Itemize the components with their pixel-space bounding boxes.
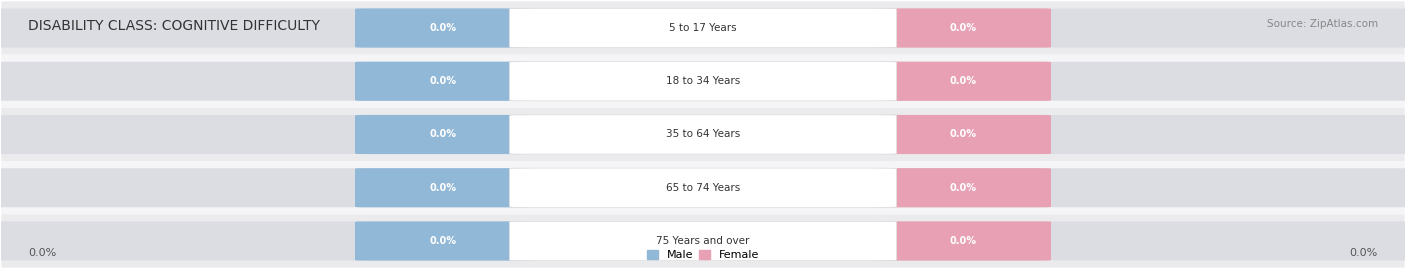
FancyBboxPatch shape	[1, 214, 1405, 268]
Text: 75 Years and over: 75 Years and over	[657, 236, 749, 246]
FancyBboxPatch shape	[875, 115, 1052, 154]
Text: 5 to 17 Years: 5 to 17 Years	[669, 23, 737, 33]
FancyBboxPatch shape	[0, 62, 529, 101]
FancyBboxPatch shape	[0, 115, 529, 154]
FancyBboxPatch shape	[875, 8, 1052, 48]
Text: 0.0%: 0.0%	[1350, 248, 1378, 258]
FancyBboxPatch shape	[354, 168, 531, 207]
Text: 0.0%: 0.0%	[949, 129, 976, 140]
Text: Source: ZipAtlas.com: Source: ZipAtlas.com	[1267, 19, 1378, 29]
Text: 0.0%: 0.0%	[430, 236, 457, 246]
FancyBboxPatch shape	[354, 115, 531, 154]
Text: 0.0%: 0.0%	[430, 183, 457, 193]
FancyBboxPatch shape	[1, 1, 1405, 55]
FancyBboxPatch shape	[354, 62, 531, 101]
FancyBboxPatch shape	[1, 161, 1405, 214]
FancyBboxPatch shape	[875, 221, 1052, 261]
Text: DISABILITY CLASS: COGNITIVE DIFFICULTY: DISABILITY CLASS: COGNITIVE DIFFICULTY	[28, 19, 321, 33]
FancyBboxPatch shape	[877, 115, 1406, 154]
FancyBboxPatch shape	[877, 62, 1406, 101]
FancyBboxPatch shape	[509, 8, 897, 48]
Text: 65 to 74 Years: 65 to 74 Years	[666, 183, 740, 193]
Text: 0.0%: 0.0%	[949, 76, 976, 86]
FancyBboxPatch shape	[1, 108, 1405, 161]
FancyBboxPatch shape	[875, 168, 1052, 207]
Text: 0.0%: 0.0%	[949, 236, 976, 246]
Text: 0.0%: 0.0%	[430, 129, 457, 140]
FancyBboxPatch shape	[1, 55, 1405, 108]
FancyBboxPatch shape	[509, 115, 897, 154]
Text: 0.0%: 0.0%	[949, 183, 976, 193]
FancyBboxPatch shape	[509, 62, 897, 101]
FancyBboxPatch shape	[877, 168, 1406, 207]
Text: 18 to 34 Years: 18 to 34 Years	[666, 76, 740, 86]
FancyBboxPatch shape	[0, 221, 529, 260]
FancyBboxPatch shape	[0, 168, 529, 207]
Text: 0.0%: 0.0%	[949, 23, 976, 33]
FancyBboxPatch shape	[877, 9, 1406, 48]
Text: 35 to 64 Years: 35 to 64 Years	[666, 129, 740, 140]
FancyBboxPatch shape	[0, 9, 529, 48]
Text: 0.0%: 0.0%	[28, 248, 56, 258]
Legend: Male, Female: Male, Female	[643, 246, 763, 265]
FancyBboxPatch shape	[509, 221, 897, 261]
FancyBboxPatch shape	[354, 8, 531, 48]
FancyBboxPatch shape	[354, 221, 531, 261]
Text: 0.0%: 0.0%	[430, 76, 457, 86]
FancyBboxPatch shape	[509, 168, 897, 207]
Text: 0.0%: 0.0%	[430, 23, 457, 33]
FancyBboxPatch shape	[875, 62, 1052, 101]
FancyBboxPatch shape	[877, 221, 1406, 260]
